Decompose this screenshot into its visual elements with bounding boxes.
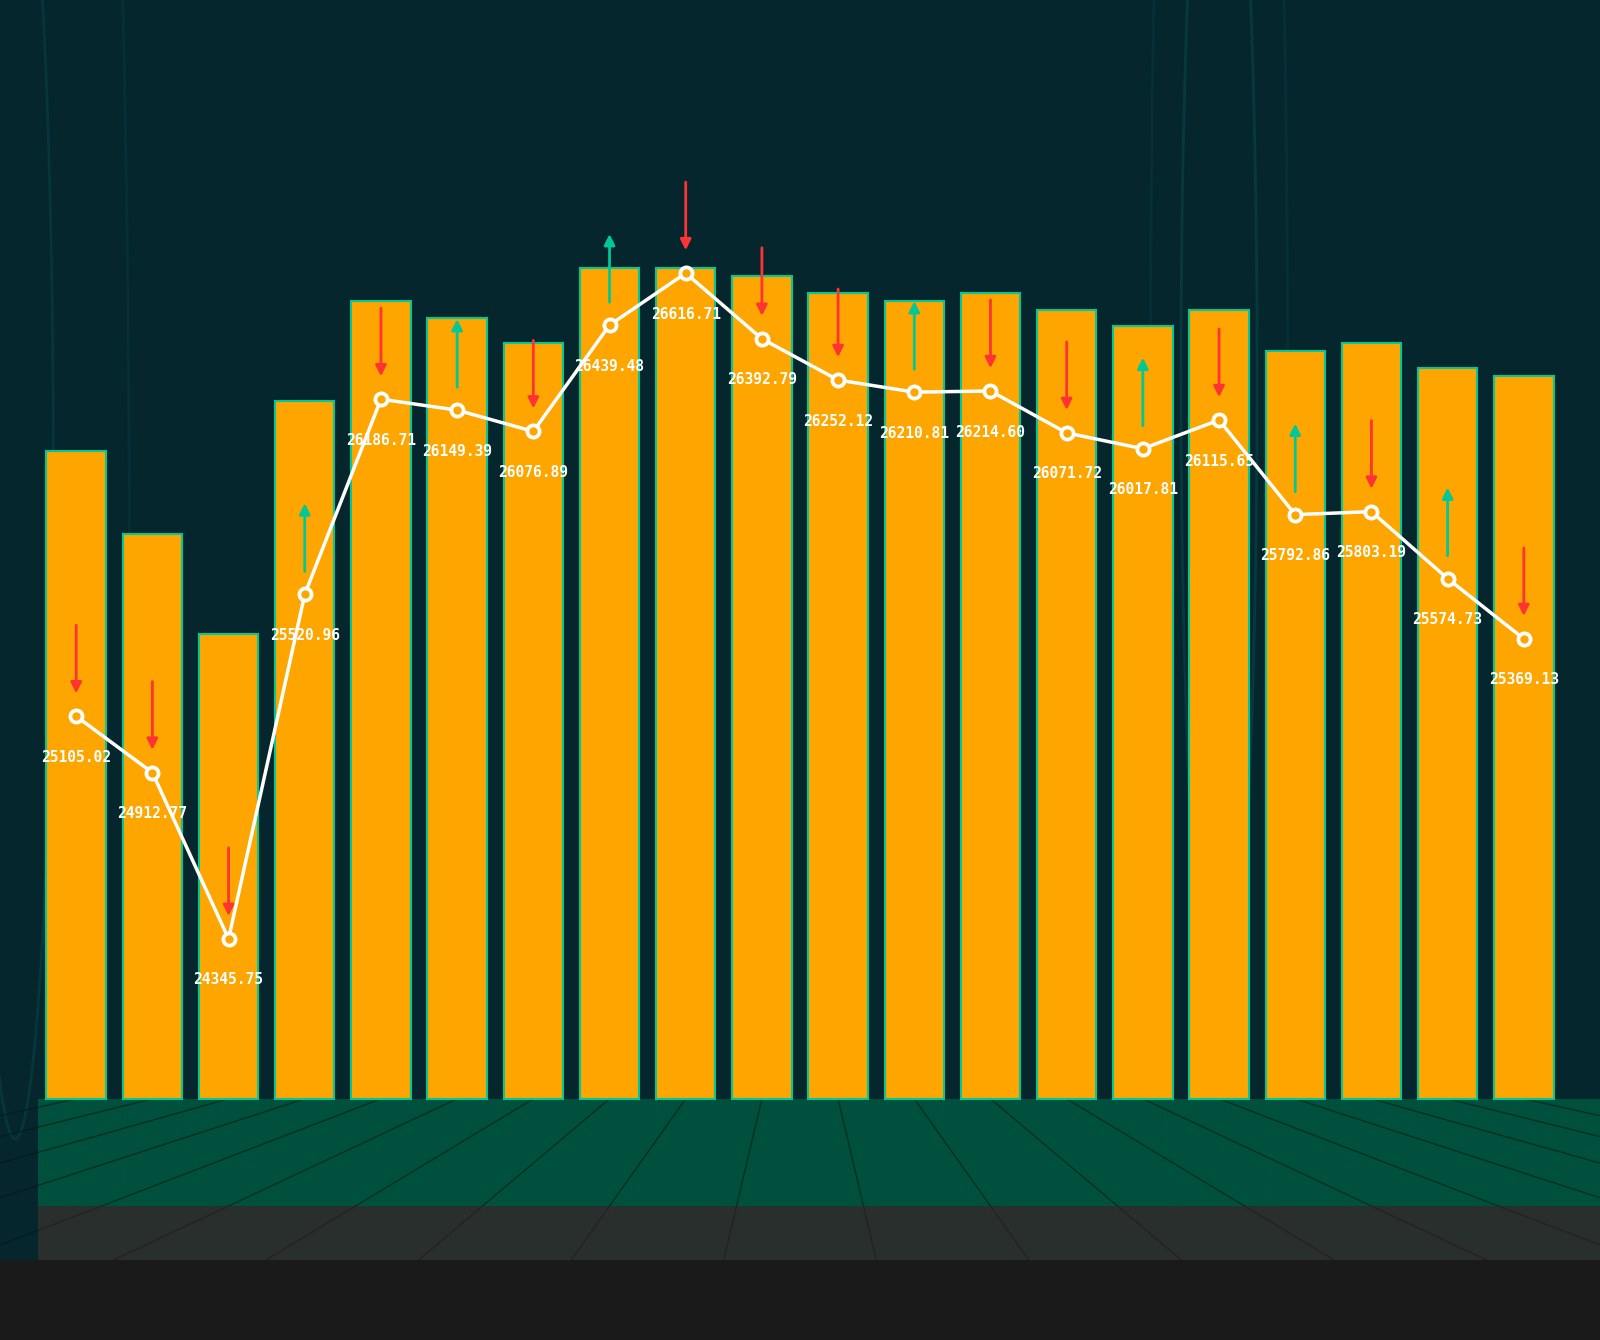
FancyBboxPatch shape	[960, 293, 1021, 1099]
Text: 26071.72: 26071.72	[1032, 466, 1102, 481]
FancyBboxPatch shape	[0, 1260, 1600, 1340]
FancyBboxPatch shape	[1266, 351, 1325, 1099]
FancyBboxPatch shape	[885, 302, 944, 1099]
FancyBboxPatch shape	[1114, 326, 1173, 1099]
FancyBboxPatch shape	[504, 343, 563, 1099]
FancyBboxPatch shape	[656, 268, 715, 1099]
Text: 26186.71: 26186.71	[346, 433, 416, 448]
Text: 25574.73: 25574.73	[1413, 612, 1483, 627]
Text: 26252.12: 26252.12	[803, 414, 874, 429]
Text: 26210.81: 26210.81	[880, 426, 949, 441]
FancyBboxPatch shape	[46, 450, 106, 1099]
FancyBboxPatch shape	[1189, 310, 1248, 1099]
FancyBboxPatch shape	[123, 533, 182, 1099]
Text: 25105.02: 25105.02	[42, 750, 110, 765]
FancyBboxPatch shape	[1494, 377, 1554, 1099]
FancyBboxPatch shape	[1037, 310, 1096, 1099]
FancyBboxPatch shape	[1418, 367, 1477, 1099]
FancyBboxPatch shape	[38, 1099, 1600, 1340]
Text: 26392.79: 26392.79	[726, 373, 797, 387]
FancyBboxPatch shape	[808, 293, 867, 1099]
Text: 25792.86: 25792.86	[1261, 548, 1330, 563]
Text: 25520.96: 25520.96	[270, 628, 339, 643]
Text: 26439.48: 26439.48	[574, 359, 645, 374]
Text: 25803.19: 25803.19	[1336, 545, 1406, 560]
FancyBboxPatch shape	[198, 634, 258, 1099]
Text: 26076.89: 26076.89	[498, 465, 568, 480]
FancyBboxPatch shape	[1342, 343, 1402, 1099]
FancyBboxPatch shape	[733, 276, 792, 1099]
FancyBboxPatch shape	[427, 318, 486, 1099]
Text: 26214.60: 26214.60	[955, 425, 1026, 440]
FancyBboxPatch shape	[275, 401, 334, 1099]
Text: 24912.77: 24912.77	[117, 807, 187, 821]
Text: 26149.39: 26149.39	[422, 444, 493, 458]
Text: 26616.71: 26616.71	[651, 307, 720, 322]
Polygon shape	[38, 1206, 1600, 1340]
Text: 24345.75: 24345.75	[194, 973, 264, 988]
FancyBboxPatch shape	[579, 268, 640, 1099]
FancyBboxPatch shape	[352, 302, 411, 1099]
Text: 26115.65: 26115.65	[1184, 453, 1254, 469]
Text: 25369.13: 25369.13	[1490, 673, 1558, 687]
Text: 26017.81: 26017.81	[1107, 482, 1178, 497]
